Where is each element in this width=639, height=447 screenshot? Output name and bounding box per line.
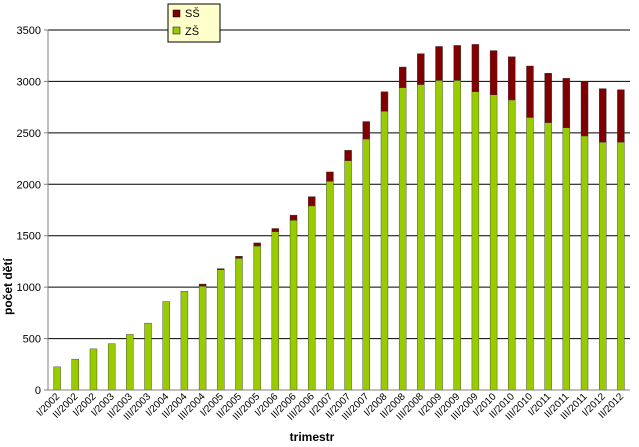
- bars: [53, 44, 625, 391]
- bar-segment-ss: [489, 50, 498, 95]
- bar-segment-ss: [235, 256, 243, 259]
- bar-segment-zs: [144, 322, 152, 391]
- bar-segment-zs: [544, 122, 552, 391]
- y-tick-label: 3500: [17, 25, 41, 37]
- y-axis-title: počet dětí: [1, 258, 15, 315]
- legend-swatch-ss: [172, 9, 181, 18]
- bar-segment-zs: [489, 94, 498, 391]
- bar-segment-zs: [271, 231, 280, 391]
- bar-segment-zs: [417, 84, 425, 391]
- y-tick-labels: 0 500 1000 1500 2000 2500 3000 3500: [17, 25, 41, 397]
- bar-segment-zs: [453, 80, 461, 391]
- legend-label-zs: ZŠ: [185, 25, 199, 38]
- legend-swatch-zs: [172, 26, 181, 35]
- y-tick-label: 2000: [17, 179, 41, 191]
- bar-segment-ss: [398, 66, 407, 88]
- bar-segment-zs: [89, 348, 98, 391]
- bar-segment-ss: [289, 214, 298, 221]
- y-tick-label: 500: [23, 334, 41, 346]
- bar-segment-zs: [107, 343, 116, 391]
- x-axis-title: trimestr: [290, 430, 335, 444]
- bar-segment-zs: [308, 205, 316, 391]
- bar-segment-zs: [289, 220, 298, 391]
- bar-segment-zs: [362, 138, 370, 391]
- bar-segment-ss: [362, 121, 370, 140]
- bar-segment-zs: [344, 160, 352, 391]
- legend-label-ss: SŠ: [185, 7, 200, 20]
- y-tick-label: 0: [35, 385, 41, 397]
- bar-segment-zs: [617, 141, 625, 391]
- bar-segment-zs: [253, 245, 261, 391]
- bar-segment-zs: [53, 366, 61, 391]
- bar-segment-ss: [453, 45, 461, 81]
- bar-segment-ss: [599, 88, 607, 143]
- bar-segment-zs: [217, 269, 225, 391]
- bar-segment-zs: [526, 117, 534, 391]
- bar-segment-zs: [398, 87, 407, 391]
- bar-segment-ss: [380, 91, 389, 112]
- bar-segment-ss: [326, 171, 334, 182]
- bar-segment-zs: [435, 80, 443, 391]
- bar-segment-zs: [126, 334, 134, 391]
- bar-segment-ss: [617, 89, 625, 143]
- bar-segment-ss: [217, 268, 225, 270]
- bar-segment-zs: [180, 291, 189, 391]
- bar-segment-ss: [198, 283, 207, 287]
- bar-segment-ss: [544, 72, 552, 123]
- bar-segment-ss: [253, 242, 261, 247]
- bar-segment-zs: [471, 91, 480, 391]
- y-tick-label: 3000: [17, 76, 41, 88]
- bar-segment-zs: [235, 258, 243, 391]
- bar-segment-zs: [599, 141, 607, 391]
- bar-segment-ss: [562, 78, 571, 128]
- bar-segment-ss: [435, 46, 443, 81]
- y-tick-label: 2500: [17, 128, 41, 140]
- plot-area: [48, 30, 630, 390]
- legend: SŠ ZŠ: [167, 3, 221, 43]
- bar-segment-ss: [526, 65, 534, 118]
- bar-segment-zs: [71, 358, 79, 391]
- bar-segment-ss: [580, 81, 589, 137]
- bar-segment-ss: [508, 56, 516, 101]
- bar-segment-ss: [417, 53, 425, 85]
- bar-segment-ss: [344, 150, 352, 161]
- bar-segment-ss: [271, 228, 280, 232]
- y-tick-label: 1000: [17, 282, 41, 294]
- x-tick-labels: I/2002II/2002I/2002I/2003II/2003III/2003…: [35, 391, 627, 423]
- bar-segment-zs: [580, 135, 589, 391]
- bar-segment-zs: [162, 301, 170, 391]
- bar-segment-zs: [198, 285, 207, 391]
- y-tick-label: 1500: [17, 231, 41, 243]
- bar-segment-zs: [380, 111, 389, 391]
- bar-segment-zs: [326, 180, 334, 391]
- bar-segment-zs: [562, 127, 571, 391]
- bar-segment-ss: [471, 44, 480, 92]
- bar-segment-zs: [508, 99, 516, 391]
- bar-segment-ss: [308, 196, 316, 207]
